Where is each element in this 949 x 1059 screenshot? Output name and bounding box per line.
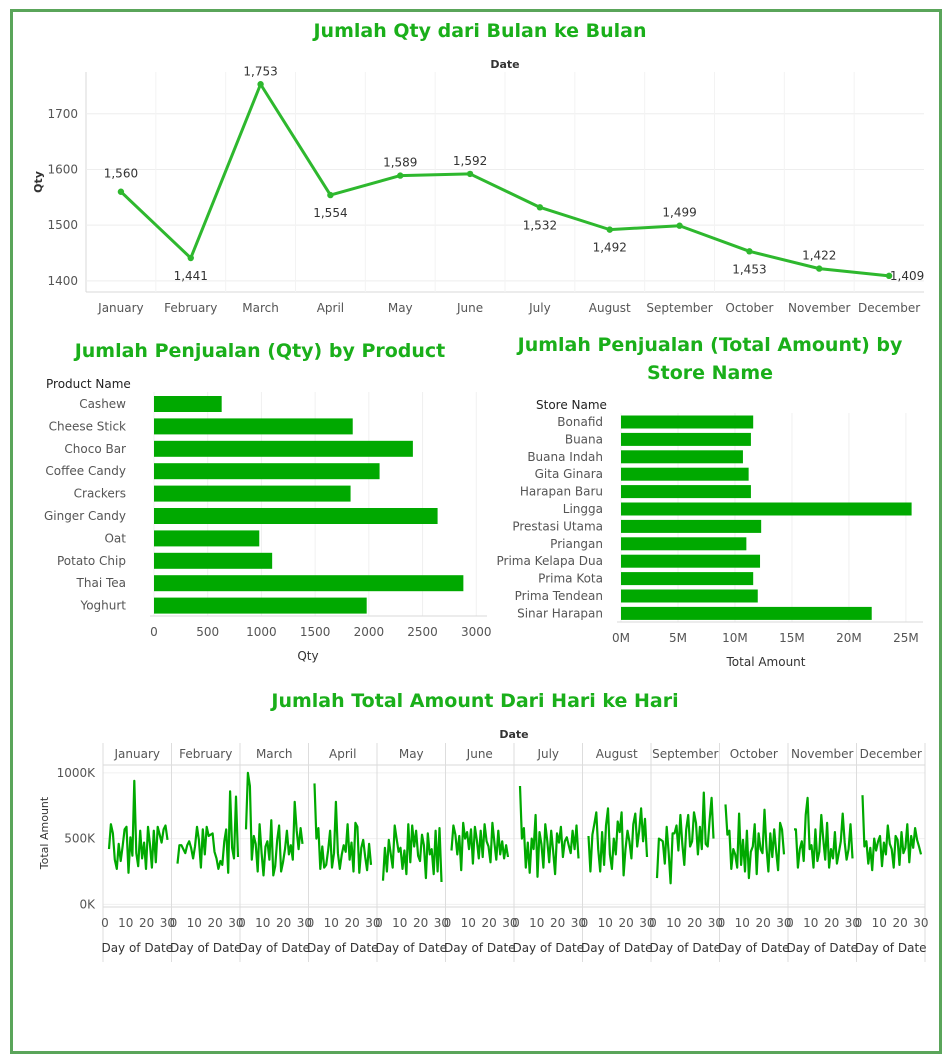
line-chart-title: Jumlah Qty dari Bulan ke Bulan <box>313 20 647 42</box>
store-chart-title: Jumlah Penjualan (Total Amount) by Store… <box>517 334 903 384</box>
product-chart-title: Jumlah Penjualan (Qty) by Product <box>74 340 446 362</box>
daily-chart-title: Jumlah Total Amount Dari Hari ke Hari <box>271 690 679 712</box>
dashboard-frame <box>10 9 942 1054</box>
